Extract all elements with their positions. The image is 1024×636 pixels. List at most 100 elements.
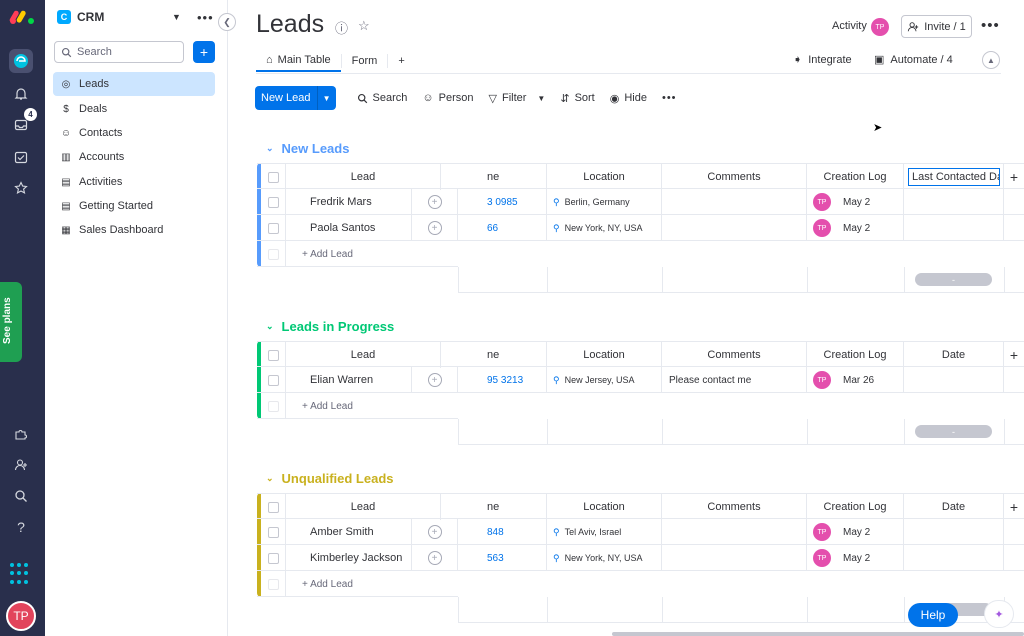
checkbox[interactable] [267,222,279,234]
column-header-location[interactable]: Location [547,342,662,368]
add-column-button[interactable]: + [1009,169,1019,185]
add-lead-row[interactable]: + Add Lead [257,393,458,419]
column-header-creation-log[interactable]: Creation Log [807,494,904,520]
home-icon[interactable] [9,49,33,73]
date-cell[interactable] [904,215,1004,241]
checkbox[interactable] [267,196,279,208]
workspace-selector[interactable]: C CRM [57,10,104,24]
creation-log-cell[interactable]: TP May 2 [807,519,904,545]
date-cell[interactable] [904,545,1004,571]
collapse-header-button[interactable]: ▲ [982,51,1000,69]
date-cell[interactable] [904,189,1004,215]
location-cell[interactable]: ⚲ New Jersey, USA [547,367,662,393]
row-checkbox[interactable] [261,189,286,215]
row-checkbox[interactable] [261,519,286,545]
more-options-icon[interactable]: ••• [197,10,214,25]
user-avatar[interactable]: TP [6,601,36,631]
sidebar-item-deals[interactable]: $ Deals [53,97,215,121]
creation-log-cell[interactable]: TP May 2 [807,189,904,215]
chevron-down-icon[interactable]: ▼ [537,93,546,103]
creation-log-cell[interactable]: TP May 2 [807,545,904,571]
table-row[interactable]: Paola Santos +66 ⚲ New York, NY, USA TP May 2 [257,215,1024,241]
column-header-date[interactable]: Date [904,494,1004,520]
select-all-checkbox[interactable] [261,164,286,190]
collapse-sidebar-button[interactable]: ❮ [218,13,236,31]
location-cell[interactable]: ⚲ Tel Aviv, Israel [547,519,662,545]
new-lead-button[interactable]: New Lead ▼ [255,86,336,110]
page-title[interactable]: Leads [256,10,325,38]
add-update-icon[interactable]: + [427,525,442,539]
sidebar-item-accounts[interactable]: ▥ Accounts [53,145,215,169]
creation-log-cell[interactable]: TP Mar 26 [807,367,904,393]
column-header-lead[interactable]: Lead [286,342,441,368]
tab-main-table[interactable]: ⌂ Main Table [256,50,341,72]
help-question-icon[interactable]: ? [17,519,25,535]
date-cell[interactable] [904,367,1004,393]
add-column-button[interactable]: + [1009,499,1019,515]
comments-cell[interactable] [662,545,807,571]
add-view-button[interactable]: + [398,55,405,67]
add-lead-button[interactable]: + Add Lead [302,578,353,590]
help-button[interactable]: Help [908,603,958,627]
search-button[interactable]: Search [357,92,407,104]
chevron-down-icon[interactable]: ▼ [172,12,181,22]
lead-name[interactable]: Elian Warren [286,367,412,393]
column-header-comments[interactable]: Comments [662,164,807,190]
row-checkbox[interactable] [261,545,286,571]
column-header-location[interactable]: Location [547,164,662,190]
updates-cell[interactable]: + [412,189,458,215]
sidebar-search[interactable] [54,41,184,63]
sidebar-item-sales-dashboard[interactable]: ▦ Sales Dashboard [53,218,215,242]
date-summary-pill[interactable]: - [915,273,992,286]
integrate-button[interactable]: ➧ Integrate [793,53,852,67]
my-work-icon[interactable] [9,145,33,169]
see-plans-button[interactable]: See plans [0,282,22,362]
apps-puzzle-icon[interactable] [9,422,33,446]
column-header-phone[interactable]: ne [487,494,547,520]
column-header-date[interactable]: Last Contacted Da [904,164,1004,190]
column-header-comments[interactable]: Comments [662,494,807,520]
add-lead-button[interactable]: + Add Lead [302,400,353,412]
add-lead-row[interactable]: + Add Lead [257,241,458,267]
add-update-icon[interactable]: + [427,221,442,235]
column-header-creation-log[interactable]: Creation Log [807,164,904,190]
updates-cell[interactable]: + [412,367,458,393]
more-options-icon[interactable]: ••• [661,92,677,104]
sort-button[interactable]: ⇵ Sort [560,92,594,105]
sidebar-search-input[interactable] [77,46,177,58]
column-header-comments[interactable]: Comments [662,342,807,368]
checkbox[interactable] [267,526,279,538]
add-update-icon[interactable]: + [427,195,442,209]
column-header-phone[interactable]: ne [487,164,547,190]
add-lead-button[interactable]: + Add Lead [302,248,353,260]
group-title[interactable]: ⌄ New Leads [266,141,349,156]
table-row[interactable]: Kimberley Jackson +563 ⚲ New York, NY, USA T… [257,545,1024,571]
chevron-down-icon[interactable]: ⌄ [266,321,274,331]
new-lead-label[interactable]: New Lead [255,86,318,110]
chevron-down-icon[interactable]: ⌄ [266,143,274,153]
invite-button[interactable]: Invite / 1 [901,15,972,38]
column-header-lead[interactable]: Lead [286,164,441,190]
lead-name[interactable]: Paola Santos [286,215,412,241]
column-header-phone[interactable]: ne [487,342,547,368]
comments-cell[interactable] [662,215,807,241]
phone-cell[interactable]: 95 3213 [487,367,547,393]
search-icon[interactable] [9,484,33,508]
star-icon[interactable]: ☆ [358,18,370,33]
lead-name[interactable]: Amber Smith [286,519,412,545]
ai-assistant-icon[interactable]: ✦ [984,600,1014,628]
row-checkbox[interactable] [261,215,286,241]
column-header-creation-log[interactable]: Creation Log [807,342,904,368]
comments-cell[interactable]: Please contact me [662,367,807,393]
inbox-icon[interactable] [9,113,33,137]
phone-cell[interactable]: 3 0985 [487,189,547,215]
invite-member-icon[interactable] [9,453,33,477]
updates-cell[interactable]: + [412,519,458,545]
date-summary-pill[interactable]: - [915,425,992,438]
updates-cell[interactable]: + [412,545,458,571]
checkbox[interactable] [267,552,279,564]
sidebar-item-activities[interactable]: ▤ Activities [53,170,215,194]
avatar[interactable]: TP [871,18,889,36]
row-checkbox[interactable] [261,367,286,393]
table-row[interactable]: Fredrik Mars +3 0985 ⚲ Berlin, Germany TP May… [257,189,1024,215]
